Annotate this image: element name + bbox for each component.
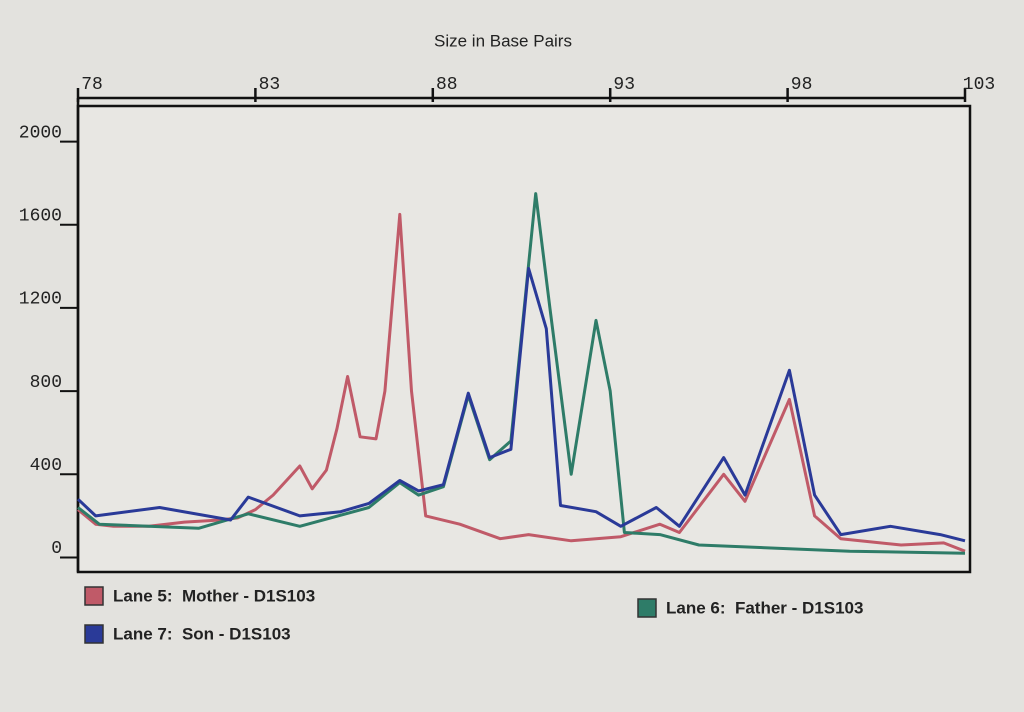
plot-frame — [76, 104, 972, 574]
legend-swatch — [84, 586, 104, 606]
line — [76, 266, 966, 543]
y-tick-label: 1200 — [19, 290, 62, 310]
x-tick-label: 103 — [963, 75, 995, 95]
x-tick-label: 98 — [791, 75, 813, 95]
y-tick-label: 1600 — [19, 207, 62, 227]
x-tick-label: 88 — [436, 75, 458, 95]
y-tick-label: 2000 — [19, 123, 62, 143]
y-tick-label: 800 — [30, 373, 62, 393]
x-tick-label: 93 — [613, 75, 635, 95]
legend-label: Lane 5: Mother - D1S103 — [113, 586, 315, 605]
legend-swatch — [84, 624, 104, 644]
x-tick-label: 83 — [259, 75, 281, 95]
chart-title: Size in Base Pairs — [434, 31, 572, 50]
legend-label: Lane 6: Father - D1S103 — [666, 598, 863, 617]
y-tick-label: 0 — [51, 539, 62, 559]
y-tick-label: 400 — [30, 456, 62, 476]
legend-swatch — [637, 598, 657, 618]
x-tick-label: 78 — [81, 75, 103, 95]
legend-label: Lane 7: Son - D1S103 — [113, 624, 291, 643]
